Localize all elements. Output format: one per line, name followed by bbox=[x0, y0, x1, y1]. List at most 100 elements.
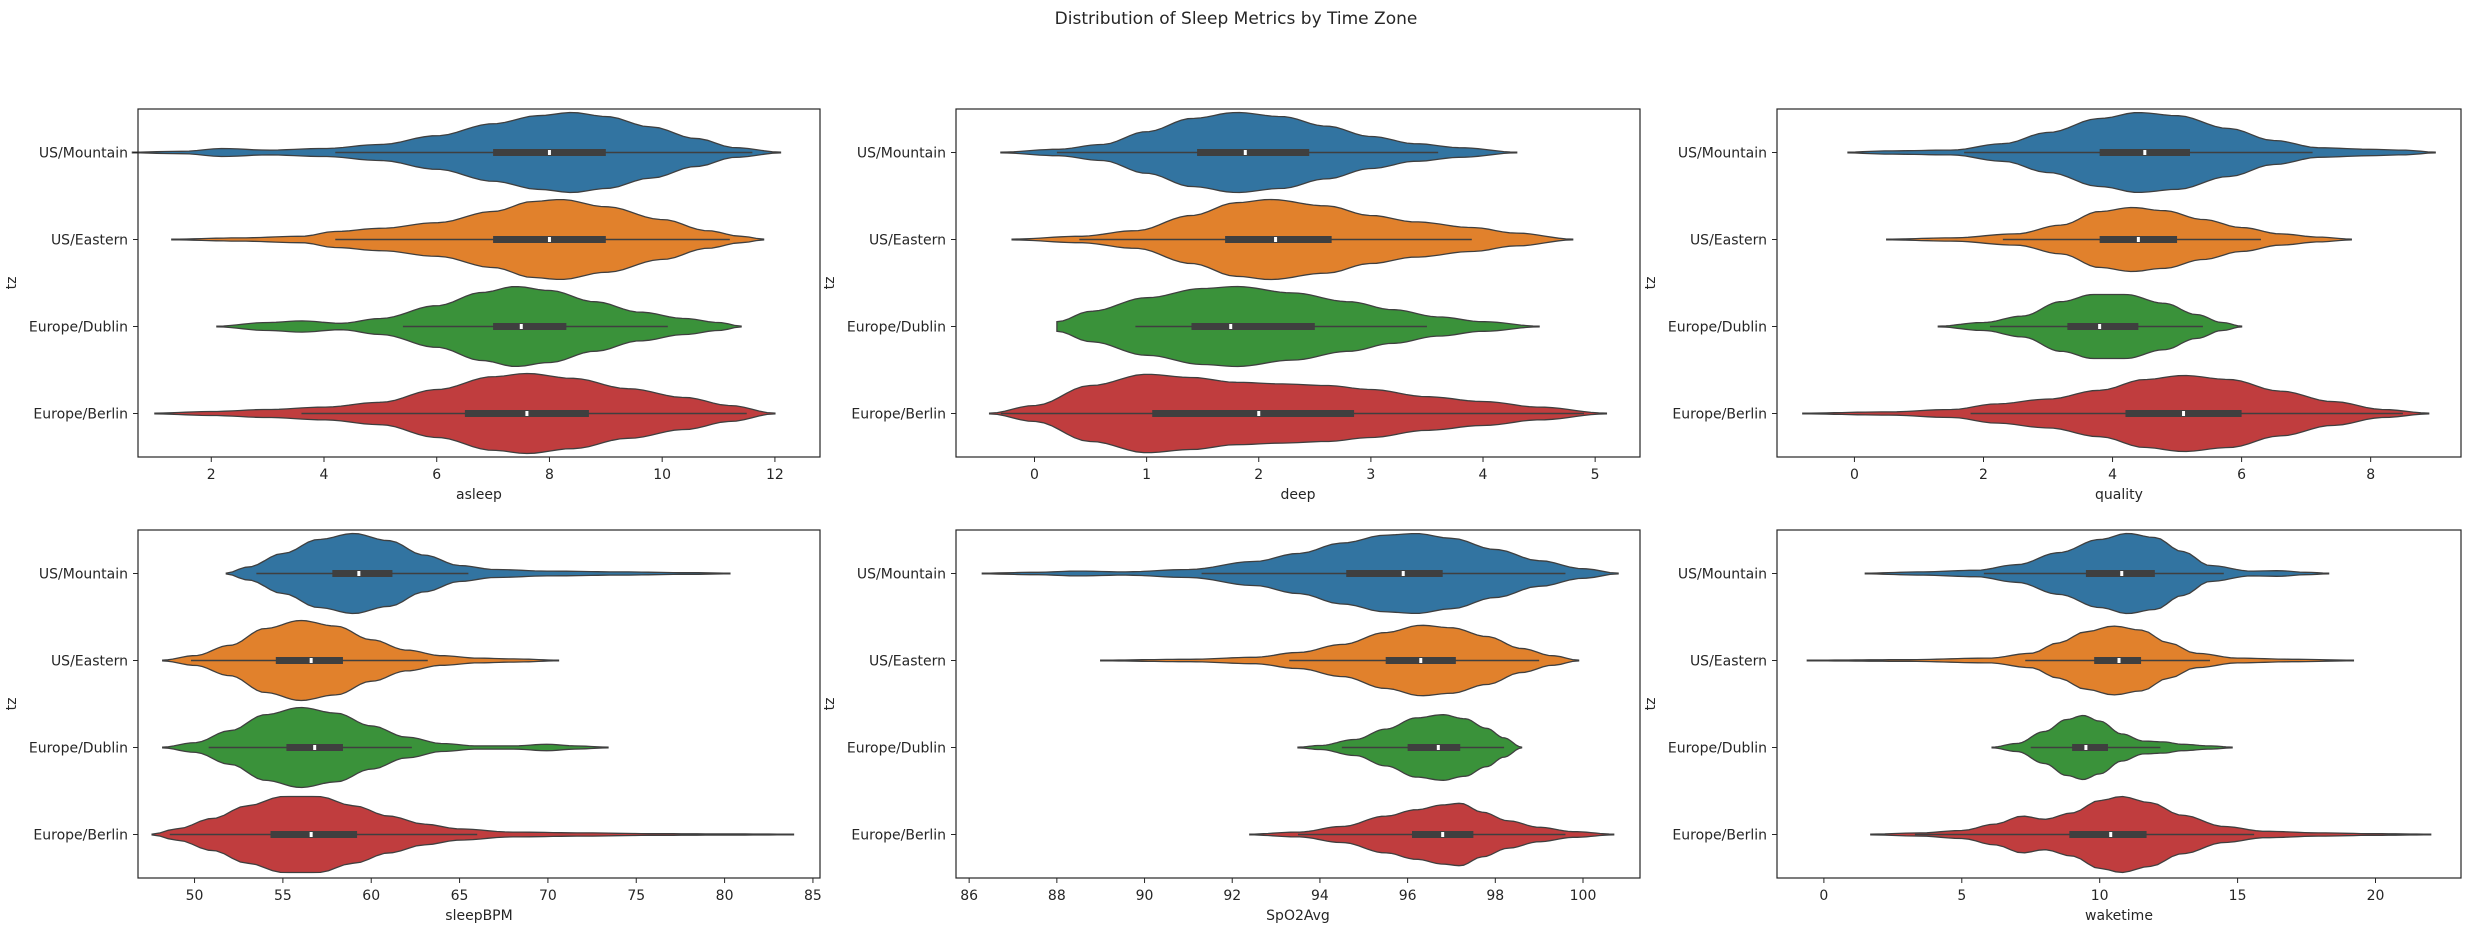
y-tick-label: US/Mountain bbox=[857, 146, 946, 162]
violin-panel-deep: US/Mountain US/Eastern Europe/Dublin Europe… bbox=[822, 108, 1641, 503]
iqr-box bbox=[1197, 149, 1310, 156]
iqr-box bbox=[1152, 410, 1355, 417]
violin-panel-quality: US/Mountain US/Eastern Europe/Dublin Europe… bbox=[1643, 108, 2462, 503]
axes-frame bbox=[955, 529, 1641, 879]
median-marker bbox=[2136, 237, 2140, 242]
median-marker bbox=[357, 571, 361, 576]
iqr-box bbox=[1225, 236, 1332, 243]
x-tick-label: 15 bbox=[2229, 888, 2247, 904]
violin-us-mountain bbox=[225, 532, 731, 615]
x-tick-label: 70 bbox=[539, 888, 557, 904]
x-tick-label: 86 bbox=[960, 888, 978, 904]
median-marker bbox=[2182, 411, 2186, 416]
x-axis-label: deep bbox=[1281, 487, 1316, 503]
x-tick-label: 0 bbox=[1850, 467, 1859, 483]
x-tick-label: 4 bbox=[2108, 467, 2117, 483]
y-tick-label: Europe/Berlin bbox=[33, 407, 128, 423]
x-tick-label: 1 bbox=[1142, 467, 1151, 483]
x-tick-label: 90 bbox=[1136, 888, 1154, 904]
y-tick-label: US/Mountain bbox=[39, 146, 128, 162]
violin-panel-sleepBPM: US/Mountain US/Eastern Europe/Dublin Europe… bbox=[4, 529, 822, 924]
median-marker bbox=[309, 658, 313, 663]
iqr-box bbox=[2069, 831, 2147, 838]
x-axis-label: SpO2Avg bbox=[1266, 908, 1330, 924]
median-marker bbox=[1243, 150, 1247, 155]
axes-frame bbox=[137, 108, 821, 458]
median-marker bbox=[2098, 324, 2102, 329]
x-tick-label: 60 bbox=[362, 888, 380, 904]
x-tick-label: 4 bbox=[1479, 467, 1488, 483]
x-tick-label: 20 bbox=[2367, 888, 2385, 904]
median-marker bbox=[1274, 237, 1278, 242]
y-tick-label: Europe/Berlin bbox=[1672, 407, 1767, 423]
violin-panel-SpO2Avg: US/Mountain US/Eastern Europe/Dublin Europe… bbox=[822, 529, 1641, 924]
x-tick-label: 10 bbox=[2091, 888, 2109, 904]
y-tick-label: Europe/Berlin bbox=[851, 828, 946, 844]
iqr-box bbox=[332, 570, 393, 577]
x-tick-label: 8 bbox=[2366, 467, 2375, 483]
x-tick-label: 5 bbox=[1591, 467, 1600, 483]
y-axis-label: tz bbox=[822, 277, 838, 290]
x-axis-label: sleepBPM bbox=[445, 908, 512, 924]
violin-panel-waketime: US/Mountain US/Eastern Europe/Dublin Europe… bbox=[1643, 529, 2462, 924]
median-marker bbox=[1436, 745, 1440, 750]
iqr-box bbox=[2067, 323, 2139, 330]
median-marker bbox=[313, 745, 317, 750]
x-tick-label: 2 bbox=[1979, 467, 1988, 483]
x-tick-label: 5 bbox=[1957, 888, 1966, 904]
x-axis-label: asleep bbox=[456, 487, 502, 503]
median-marker bbox=[2109, 832, 2113, 837]
y-tick-label: Europe/Dublin bbox=[29, 320, 128, 336]
y-tick-label: Europe/Berlin bbox=[33, 828, 128, 844]
iqr-box bbox=[1407, 744, 1461, 751]
iqr-box bbox=[275, 657, 343, 664]
y-tick-label: Europe/Dublin bbox=[847, 320, 946, 336]
x-tick-label: 6 bbox=[2237, 467, 2246, 483]
y-tick-label: US/Eastern bbox=[1690, 233, 1767, 249]
y-tick-label: US/Mountain bbox=[857, 567, 946, 583]
y-tick-label: Europe/Berlin bbox=[851, 407, 946, 423]
y-tick-label: US/Eastern bbox=[869, 654, 946, 670]
median-marker bbox=[547, 237, 551, 242]
y-tick-label: US/Mountain bbox=[1678, 567, 1767, 583]
median-marker bbox=[1419, 658, 1423, 663]
x-axis-label: quality bbox=[2095, 487, 2143, 503]
x-tick-label: 3 bbox=[1366, 467, 1375, 483]
x-tick-label: 10 bbox=[653, 467, 671, 483]
axes-frame bbox=[955, 108, 1641, 458]
y-axis-label: tz bbox=[1643, 277, 1659, 290]
x-tick-label: 75 bbox=[627, 888, 645, 904]
median-marker bbox=[1441, 832, 1445, 837]
y-axis-label: tz bbox=[822, 698, 838, 711]
violin-panel-asleep: US/Mountain US/Eastern Europe/Dublin Europe… bbox=[4, 108, 821, 503]
median-marker bbox=[2084, 745, 2088, 750]
y-tick-label: US/Eastern bbox=[51, 233, 128, 249]
x-tick-label: 6 bbox=[432, 467, 441, 483]
median-marker bbox=[2143, 150, 2147, 155]
x-tick-label: 0 bbox=[1819, 888, 1828, 904]
x-tick-label: 92 bbox=[1223, 888, 1241, 904]
x-tick-label: 100 bbox=[1570, 888, 1597, 904]
x-tick-label: 94 bbox=[1311, 888, 1329, 904]
y-tick-label: US/Eastern bbox=[51, 654, 128, 670]
median-marker bbox=[1257, 411, 1261, 416]
y-tick-label: Europe/Dublin bbox=[1668, 320, 1767, 336]
iqr-box bbox=[270, 831, 358, 838]
x-axis-label: waketime bbox=[2085, 908, 2153, 924]
x-tick-label: 98 bbox=[1486, 888, 1504, 904]
median-marker bbox=[547, 150, 551, 155]
x-tick-label: 88 bbox=[1048, 888, 1066, 904]
y-tick-label: Europe/Dublin bbox=[1668, 741, 1767, 757]
x-tick-label: 55 bbox=[274, 888, 292, 904]
median-marker bbox=[1401, 571, 1405, 576]
x-tick-label: 8 bbox=[545, 467, 554, 483]
x-tick-label: 80 bbox=[716, 888, 734, 904]
y-tick-label: US/Mountain bbox=[39, 567, 128, 583]
median-marker bbox=[309, 832, 313, 837]
x-tick-label: 96 bbox=[1399, 888, 1417, 904]
median-marker bbox=[2117, 658, 2121, 663]
x-tick-label: 12 bbox=[766, 467, 784, 483]
x-tick-label: 2 bbox=[1254, 467, 1263, 483]
